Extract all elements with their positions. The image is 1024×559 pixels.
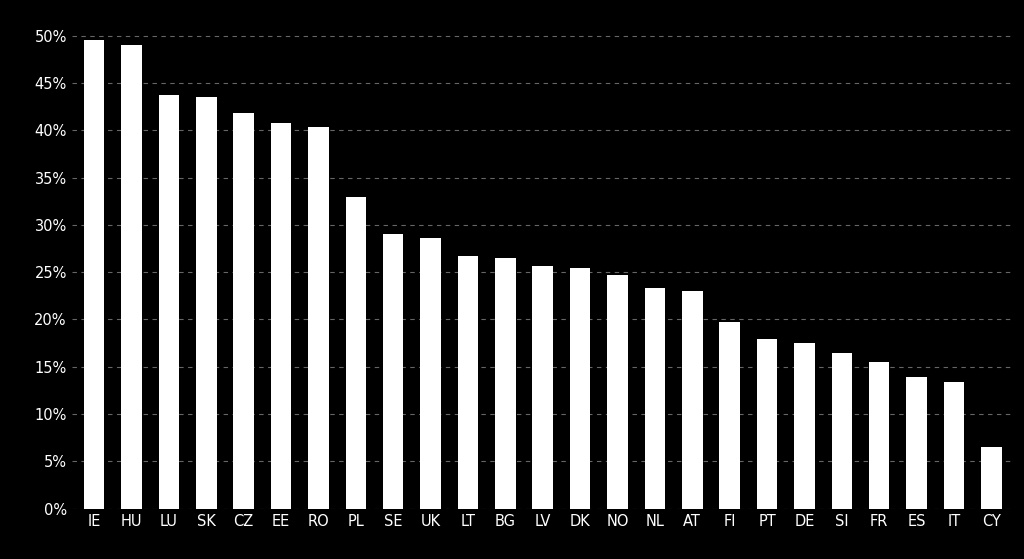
Bar xyxy=(345,197,367,509)
Bar xyxy=(795,343,815,509)
Bar xyxy=(532,266,553,509)
Bar xyxy=(458,256,478,509)
Bar xyxy=(981,447,1001,509)
Bar xyxy=(644,288,666,509)
Bar xyxy=(906,377,927,509)
Bar xyxy=(944,382,965,509)
Bar xyxy=(757,339,777,509)
Bar xyxy=(308,126,329,509)
Bar xyxy=(607,275,628,509)
Bar xyxy=(159,95,179,509)
Bar xyxy=(270,123,291,509)
Bar xyxy=(383,234,403,509)
Bar xyxy=(420,238,441,509)
Bar xyxy=(719,323,740,509)
Bar xyxy=(121,45,141,509)
Bar xyxy=(196,97,216,509)
Bar xyxy=(84,40,104,509)
Bar xyxy=(233,113,254,509)
Bar xyxy=(869,362,890,509)
Bar xyxy=(495,258,516,509)
Bar xyxy=(569,268,591,509)
Bar xyxy=(682,291,702,509)
Bar xyxy=(831,353,852,509)
